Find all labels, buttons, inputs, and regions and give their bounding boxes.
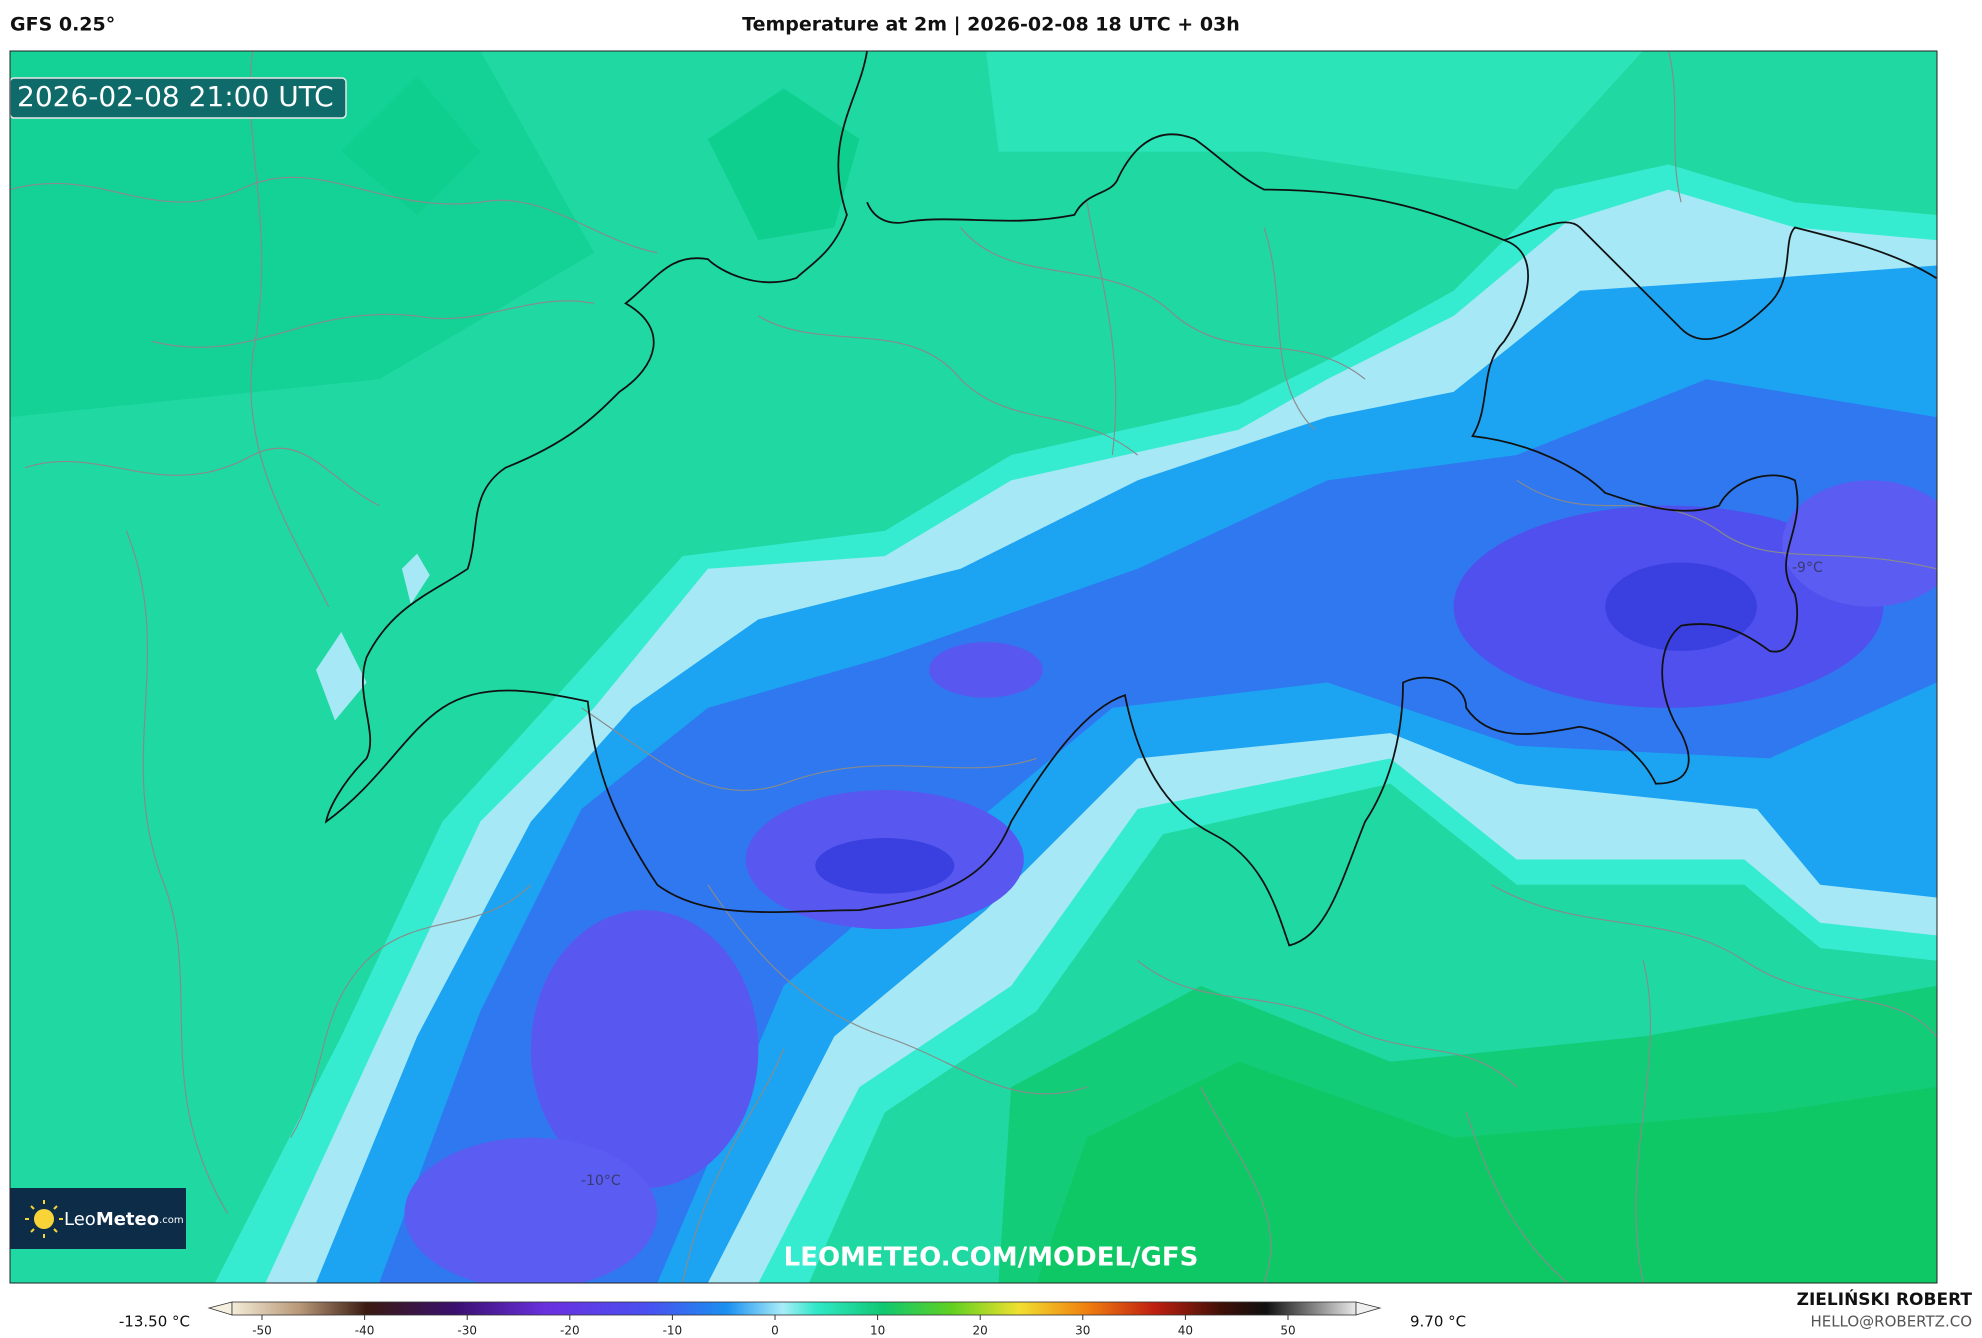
contour-fill xyxy=(707,88,860,241)
logo-name-light: Leo xyxy=(64,1209,96,1230)
map-area: 2026-02-08 21:00 UTC -10°C -9°C LeoMeteo… xyxy=(10,51,1937,1283)
logo-sun xyxy=(34,1209,54,1229)
logo-suffix: .com xyxy=(159,1215,184,1226)
contour-fill xyxy=(401,553,430,605)
colorbar-low-arrow xyxy=(207,1301,233,1316)
contour-label: -9°C xyxy=(1792,560,1823,576)
colorbar-tick-label: -10 xyxy=(663,1324,683,1338)
contour-fill xyxy=(530,910,759,1189)
map-frame xyxy=(9,50,1938,1284)
contour-fill xyxy=(404,1137,658,1283)
colorbar-bar xyxy=(231,1301,1357,1316)
colorbar-tick-label: -50 xyxy=(252,1324,272,1338)
model-label: GFS 0.25° xyxy=(10,14,115,36)
colorbar-tick-label: -30 xyxy=(457,1324,477,1338)
email: HELLO@ROBERTZ.CO xyxy=(1810,1313,1972,1331)
colorbar-tick-label: 30 xyxy=(1075,1324,1090,1338)
colorbar-max: 9.70 °C xyxy=(1410,1313,1466,1331)
country-borders xyxy=(324,51,1937,947)
colorbar-high-arrow xyxy=(1355,1301,1382,1316)
author: ZIELIŃSKI ROBERT xyxy=(1797,1288,1973,1310)
colorbar xyxy=(207,1301,1382,1316)
logo-name-bold: Meteo xyxy=(96,1209,159,1230)
time-box xyxy=(10,77,347,119)
contour-fill xyxy=(985,51,1643,190)
colorbar-tick-label: 20 xyxy=(973,1324,988,1338)
valid-time: 2026-02-08 21:00 UTC xyxy=(17,80,334,113)
colorbar-tick-label: -20 xyxy=(560,1324,580,1338)
contour-fill xyxy=(929,642,1043,698)
logo-text: LeoMeteo.com xyxy=(64,1209,184,1230)
contour-fill xyxy=(1036,1061,1937,1283)
contour-fill xyxy=(1605,562,1757,651)
contour-fill xyxy=(341,75,481,215)
contour-label: -10°C xyxy=(581,1173,621,1189)
colorbar-tick-label: 40 xyxy=(1178,1324,1193,1338)
colorbar-min: -13.50 °C xyxy=(119,1313,190,1331)
colorbar-tick-label: 50 xyxy=(1280,1324,1295,1338)
region-borders xyxy=(10,51,1937,1283)
contour-fill xyxy=(316,632,367,721)
map-title: Temperature at 2m | 2026-02-08 18 UTC + … xyxy=(742,14,1240,36)
watermark: LEOMETEO.COM/MODEL/GFS xyxy=(784,1243,1199,1273)
logo-rays xyxy=(25,1200,63,1238)
contour-fill xyxy=(815,838,955,894)
contour-fill xyxy=(1782,480,1937,607)
colorbar-tick-label: 0 xyxy=(771,1324,779,1338)
colorbar-tick-label: 10 xyxy=(870,1324,885,1338)
colorbar-tick-label: -40 xyxy=(355,1324,375,1338)
temperature-field xyxy=(10,51,1937,1283)
